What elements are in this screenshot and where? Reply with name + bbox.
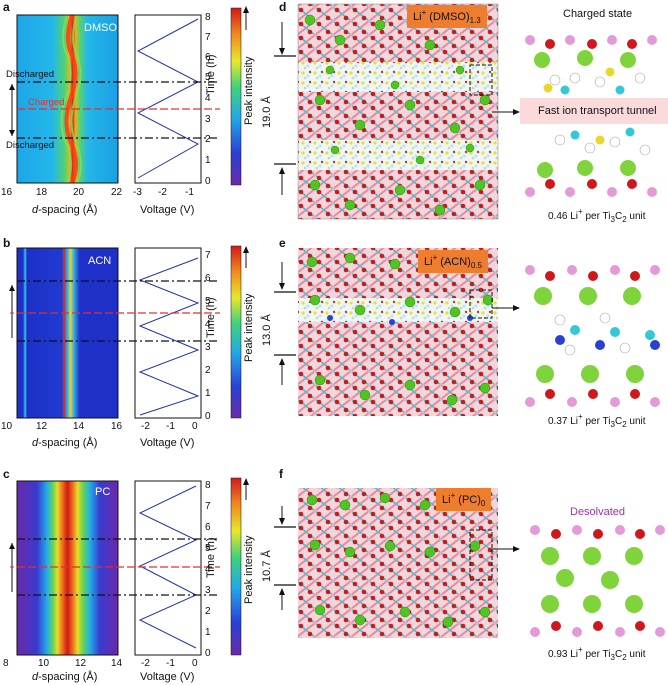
x-axis-title-a: d-spacing (Å) bbox=[32, 204, 98, 216]
volt-tick: -3 bbox=[133, 187, 142, 198]
x-tick: 22 bbox=[111, 187, 123, 198]
time-tick: 4 bbox=[205, 93, 211, 104]
colorbar-a bbox=[230, 7, 242, 186]
colorbar-label-b: Peak intensity bbox=[243, 293, 255, 362]
colorbar-c bbox=[230, 477, 242, 656]
time-axis-title-b: Time (h) bbox=[205, 297, 217, 338]
md-simulation-f bbox=[298, 488, 498, 638]
composition-box-d: Li+ (DMSO)1.3 bbox=[407, 5, 487, 28]
x-tick: 16 bbox=[1, 187, 13, 198]
time-tick: 2 bbox=[205, 134, 211, 145]
time-tick: 3 bbox=[205, 114, 211, 125]
time-tick: 8 bbox=[205, 480, 211, 491]
time-tick: 2 bbox=[205, 365, 211, 376]
composition-box-f: Li+ (PC)0 bbox=[436, 488, 492, 511]
panel-label-b: b bbox=[3, 236, 11, 250]
time-tick: 5 bbox=[205, 296, 211, 307]
x-tick: 10 bbox=[38, 658, 50, 669]
time-tick: 7 bbox=[205, 32, 211, 43]
volt-tick: 0 bbox=[192, 658, 198, 669]
zoom-view-e bbox=[523, 262, 663, 406]
volt-tick: -1 bbox=[185, 187, 194, 198]
colorbar-label-a: Peak intensity bbox=[243, 56, 255, 125]
zoom-title-d: Charged state bbox=[563, 8, 633, 20]
volt-tick: -2 bbox=[141, 421, 150, 432]
interlayer-spacing-f: 10.7 Å bbox=[261, 550, 273, 582]
panel-label-c: c bbox=[3, 467, 10, 481]
panel-label-f: f bbox=[279, 467, 283, 481]
time-tick: 5 bbox=[205, 543, 211, 554]
volt-tick: -2 bbox=[141, 658, 150, 669]
time-axis-title-a: Time (h) bbox=[205, 54, 217, 95]
solvent-label-c: PC bbox=[95, 486, 111, 498]
annotation-discharged-top: Discharged bbox=[6, 69, 55, 80]
time-tick: 7 bbox=[205, 501, 211, 512]
panel-label-d: d bbox=[279, 0, 287, 14]
heatmap-c bbox=[17, 481, 118, 655]
time-tick: 1 bbox=[205, 388, 211, 399]
zoom-title-f: Desolvated bbox=[570, 506, 626, 518]
time-tick: 2 bbox=[205, 606, 211, 617]
volt-tick: -2 bbox=[158, 187, 167, 198]
voltage-plot-a bbox=[134, 14, 202, 184]
x-tick: 8 bbox=[3, 658, 9, 669]
time-tick: 3 bbox=[205, 585, 211, 596]
volt-axis-title-a: Voltage (V) bbox=[140, 204, 195, 216]
zoom-view-f bbox=[528, 520, 663, 640]
time-tick: 0 bbox=[205, 176, 211, 187]
time-tick: 8 bbox=[205, 12, 211, 23]
x-axis-title-b: d-spacing (Å) bbox=[32, 437, 98, 449]
composition-box-e: Li+ (ACN)0.5 bbox=[418, 250, 488, 273]
panel-label-e: e bbox=[279, 236, 286, 250]
time-tick: 5 bbox=[205, 72, 211, 83]
x-tick: 10 bbox=[1, 421, 13, 432]
panel-label-a: a bbox=[3, 0, 10, 14]
x-tick: 20 bbox=[73, 187, 85, 198]
x-tick: 12 bbox=[36, 421, 48, 432]
annotation-charged: Charged bbox=[28, 97, 65, 108]
volt-axis-title-b: Voltage (V) bbox=[140, 437, 195, 449]
time-tick: 0 bbox=[205, 648, 211, 659]
time-axis-title-c: Time (h) bbox=[205, 537, 217, 578]
interlayer-spacing-d: 19.0 Å bbox=[261, 96, 273, 128]
time-tick: 7 bbox=[205, 250, 211, 261]
x-tick: 14 bbox=[73, 421, 85, 432]
x-tick: 18 bbox=[36, 187, 48, 198]
time-tick: 6 bbox=[205, 52, 211, 63]
solvent-label-b: ACN bbox=[88, 255, 112, 267]
volt-tick: -1 bbox=[166, 421, 175, 432]
voltage-plot-b bbox=[134, 247, 202, 419]
heatmap-b bbox=[17, 248, 118, 418]
colorbar-label-c: Peak intensity bbox=[243, 535, 255, 604]
md-simulation-d bbox=[298, 4, 498, 219]
md-simulation-e bbox=[298, 248, 498, 416]
volt-tick: 0 bbox=[192, 421, 198, 432]
caption-e: 0.37 Li+ per Ti3C2 unit bbox=[548, 412, 646, 429]
solvent-label-a: DMSO bbox=[84, 22, 117, 34]
interlayer-spacing-e: 13.0 Å bbox=[261, 314, 273, 346]
x-tick: 12 bbox=[75, 658, 87, 669]
colorbar-b bbox=[230, 245, 242, 419]
time-tick: 6 bbox=[205, 273, 211, 284]
time-tick: 3 bbox=[205, 342, 211, 353]
x-axis-title-c: d-spacing (Å) bbox=[32, 671, 98, 683]
annotation-discharged-bottom: Discharged bbox=[6, 140, 55, 151]
time-tick: 0 bbox=[205, 411, 211, 422]
time-tick: 1 bbox=[205, 627, 211, 638]
tunnel-label-d: Fast ion transport tunnel bbox=[538, 105, 657, 117]
volt-axis-title-c: Voltage (V) bbox=[140, 671, 195, 683]
caption-d: 0.46 Li+ per Ti3C2 unit bbox=[548, 207, 646, 224]
time-tick: 4 bbox=[205, 319, 211, 330]
caption-f: 0.93 Li+ per Ti3C2 unit bbox=[548, 645, 646, 662]
time-tick: 1 bbox=[205, 155, 211, 166]
time-tick: 6 bbox=[205, 522, 211, 533]
x-tick: 16 bbox=[111, 421, 123, 432]
time-tick: 4 bbox=[205, 564, 211, 575]
x-tick: 14 bbox=[111, 658, 123, 669]
volt-tick: -1 bbox=[166, 658, 175, 669]
